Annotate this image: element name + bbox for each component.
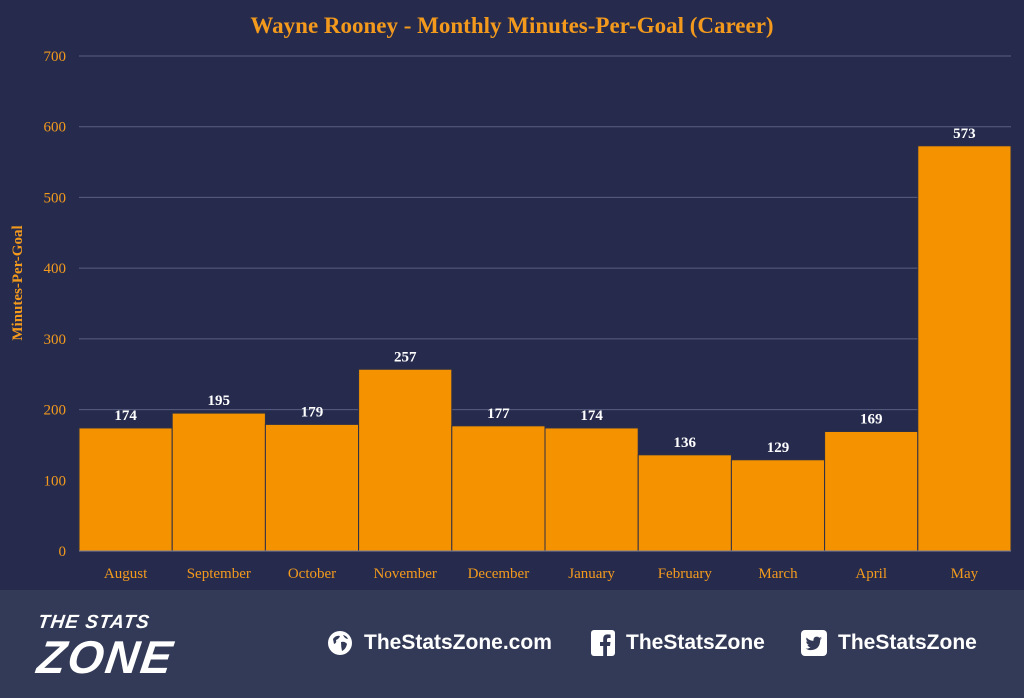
x-tick-label: April: [855, 566, 887, 582]
x-tick-label: November: [374, 566, 437, 582]
bar-august: [78, 427, 173, 552]
data-label: 136: [674, 435, 697, 451]
bar-september: [171, 412, 266, 552]
bar-november: [358, 368, 453, 552]
chart-title: Wayne Rooney - Monthly Minutes-Per-Goal …: [250, 13, 773, 38]
brand-bottom-text: ZONE: [34, 631, 178, 683]
y-tick-label: 600: [44, 120, 67, 136]
y-tick-label: 700: [44, 49, 67, 65]
bar-may: [917, 145, 1012, 552]
bars: [78, 145, 1012, 552]
bar-january: [544, 427, 639, 552]
bar-february: [637, 454, 732, 552]
x-axis-ticks: August September October November December Ja…: [104, 566, 979, 582]
data-label: 174: [580, 408, 603, 424]
data-label: 195: [208, 393, 231, 409]
x-tick-label: August: [104, 566, 148, 582]
data-label: 177: [487, 406, 510, 422]
twitter-icon: [801, 630, 827, 656]
x-tick-label: May: [951, 566, 979, 582]
twitter-link[interactable]: TheStatsZone: [800, 628, 977, 658]
globe-icon: [328, 631, 352, 655]
bar-april: [824, 430, 919, 552]
twitter-text: TheStatsZone: [838, 631, 977, 654]
facebook-link[interactable]: TheStatsZone: [590, 628, 765, 658]
data-label: 169: [860, 411, 883, 427]
data-label: 129: [767, 440, 790, 456]
bar-october: [264, 423, 360, 552]
website-link[interactable]: TheStatsZone.com: [326, 628, 552, 658]
x-tick-label: January: [568, 566, 615, 582]
x-tick-label: September: [187, 566, 251, 582]
footer-bar: THE STATS ZONE TheStatsZone.com TheStats…: [0, 590, 1024, 698]
y-tick-label: 300: [44, 332, 67, 348]
facebook-text: TheStatsZone: [626, 631, 765, 654]
bar-march: [730, 459, 826, 552]
data-label: 573: [953, 126, 976, 142]
y-axis-ticks: 0 100 200 300 400 500 600 700: [44, 49, 67, 560]
facebook-icon: [591, 630, 615, 656]
data-label: 174: [114, 408, 137, 424]
y-tick-label: 400: [44, 261, 67, 277]
stats-zone-logo: THE STATS ZONE: [34, 604, 218, 688]
x-tick-label: March: [758, 566, 798, 582]
data-label: 257: [394, 349, 417, 365]
data-label: 179: [301, 404, 324, 420]
website-text: TheStatsZone.com: [364, 631, 552, 654]
data-labels: 174 195 179 257 177 174 136 129 169 573: [114, 126, 975, 456]
y-tick-label: 100: [44, 473, 67, 489]
x-tick-label: December: [468, 566, 530, 582]
y-tick-label: 200: [44, 403, 67, 419]
x-tick-label: February: [658, 566, 713, 582]
chart-area: 0 100 200 300 400 500 600 700 174 195 179 257 177 17…: [10, 13, 1012, 582]
y-tick-label: 500: [44, 190, 67, 206]
y-tick-label: 0: [59, 544, 67, 560]
x-tick-label: October: [288, 566, 336, 582]
gridlines: [79, 55, 1011, 481]
bar-december: [451, 425, 546, 552]
y-axis-label: Minutes-Per-Goal: [10, 225, 26, 340]
